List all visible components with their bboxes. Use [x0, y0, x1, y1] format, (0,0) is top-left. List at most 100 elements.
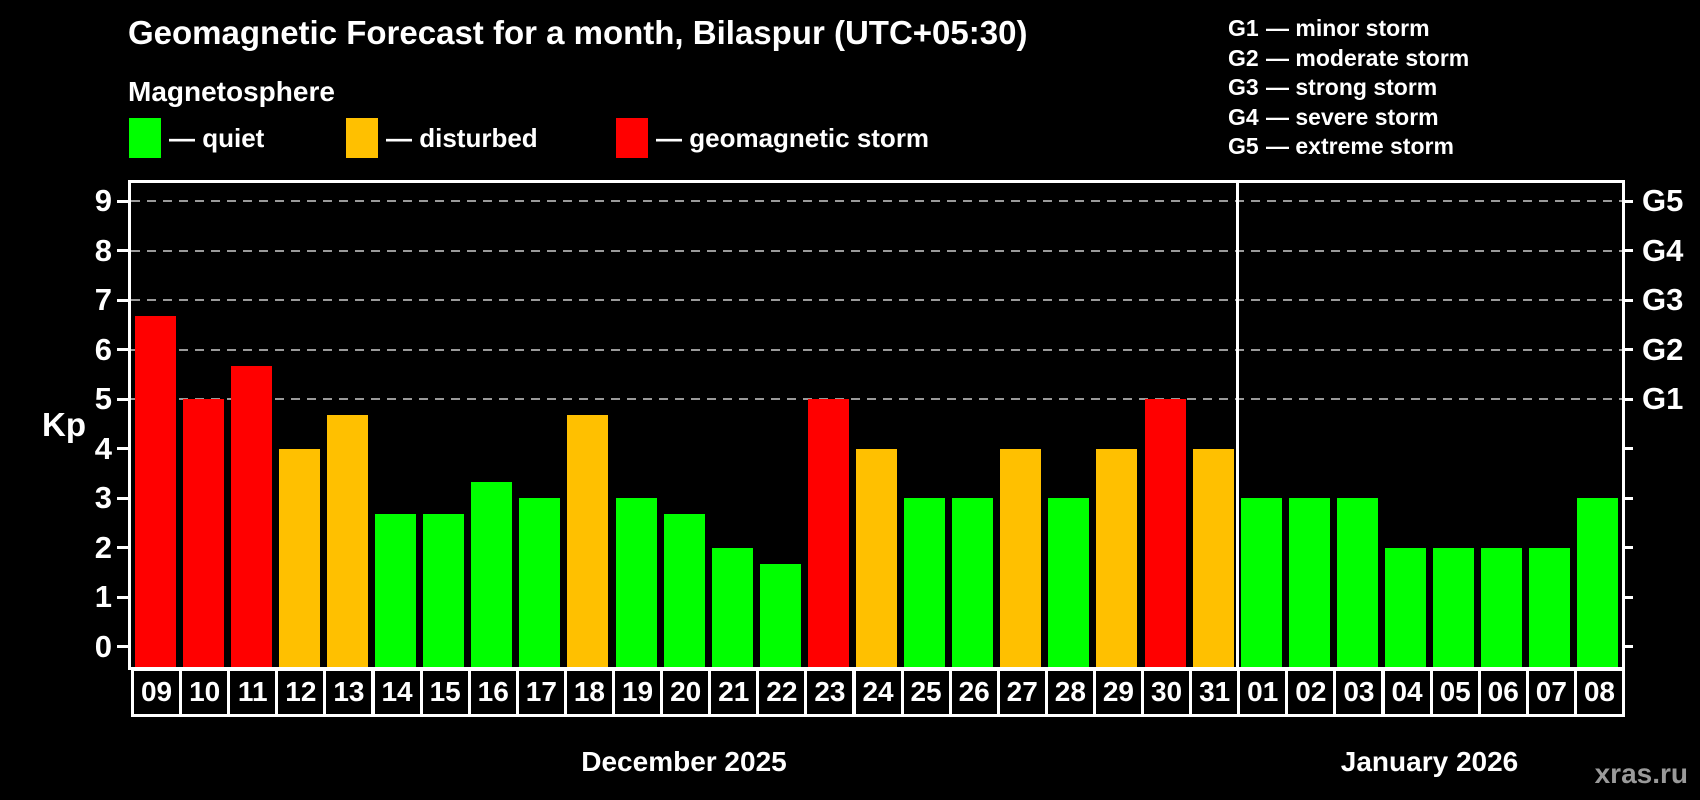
kp-bar: [1433, 547, 1475, 667]
kp-bar: [1336, 498, 1378, 667]
right-axis-label-g4: G4: [1642, 232, 1684, 268]
y-tick-left-9: [117, 199, 128, 203]
kp-bar: [567, 415, 609, 667]
kp-bar: [663, 514, 705, 667]
y-tick-left-4: [117, 447, 128, 450]
y-tick-left-5: [117, 397, 128, 401]
kp-bar: [1577, 498, 1619, 667]
kp-bar: [471, 481, 513, 667]
kp-bar: [807, 399, 849, 667]
storm-scale-row-g3: G3 — strong storm: [1228, 73, 1469, 103]
kp-bar: [952, 498, 994, 667]
storm-scale-label: — moderate storm: [1266, 44, 1470, 71]
day-cell: 15: [419, 668, 471, 717]
month-label-december: December 2025: [581, 746, 787, 777]
day-cell: 23: [804, 668, 856, 717]
kp-bar: [1481, 547, 1523, 667]
storm-scale-code: G5: [1228, 133, 1259, 159]
gridline-kp5: [131, 398, 1622, 400]
kp-bar: [423, 514, 465, 667]
storm-scale-code: G4: [1228, 103, 1259, 130]
day-cell: 01: [1237, 668, 1289, 717]
day-cell: 24: [852, 668, 904, 717]
kp-bar: [759, 563, 801, 667]
kp-bar: [519, 498, 561, 667]
kp-bar: [278, 448, 320, 667]
kp-bar: [711, 547, 753, 667]
month-label-january: January 2026: [1340, 746, 1519, 777]
day-cell: 21: [708, 668, 760, 717]
day-cell: 05: [1429, 668, 1481, 717]
storm-scale-label: — strong storm: [1266, 74, 1438, 100]
kp-bar: [615, 498, 657, 667]
y-tick-left-3: [117, 496, 128, 500]
y-tick-label-3: 3: [94, 480, 112, 515]
day-cell: 13: [323, 668, 375, 717]
kp-bar: [182, 399, 224, 667]
y-tick-left-2: [117, 546, 128, 549]
kp-bar: [1529, 547, 1571, 667]
right-axis-label-g1: G1: [1642, 381, 1684, 416]
kp-bar: [375, 514, 417, 667]
storm-scale-code: G3: [1228, 74, 1259, 100]
kp-bar: [1096, 448, 1138, 667]
storm-scale-code: G2: [1228, 44, 1259, 71]
storm-scale-code: G1: [1228, 15, 1259, 41]
day-cell: 27: [996, 668, 1048, 717]
day-cell: 20: [660, 668, 712, 717]
kp-bar: [1240, 498, 1282, 667]
y-tick-left-7: [117, 298, 128, 302]
y-tick-left-1: [117, 595, 128, 599]
y-tick-label-6: 6: [94, 331, 112, 367]
chart-subtitle: Magnetosphere: [128, 76, 335, 107]
y-tick-left-6: [117, 348, 128, 351]
y-tick-label-0: 0: [94, 628, 112, 664]
storm-color-swatch: [616, 118, 648, 158]
storm-scale-label: — minor storm: [1266, 15, 1430, 41]
kp-bar: [904, 498, 946, 667]
gridline-kp7: [131, 299, 1622, 301]
legend-item-storm: — geomagnetic storm: [616, 118, 929, 158]
legend-item-quiet: — quiet: [129, 118, 264, 158]
y-tick-left-8: [117, 249, 128, 252]
y-tick-left-0: [117, 645, 128, 648]
right-axis-label-g5: G5: [1642, 183, 1684, 218]
day-cell: 10: [179, 668, 231, 717]
day-cell: 02: [1285, 668, 1337, 717]
day-cell: 28: [1044, 668, 1096, 717]
day-cell: 08: [1573, 668, 1625, 717]
day-cell: 07: [1525, 668, 1577, 717]
right-axis-label-g3: G3: [1642, 282, 1684, 317]
y-tick-label-1: 1: [94, 579, 112, 614]
legend-label-storm: — geomagnetic storm: [656, 122, 930, 153]
gridline-kp9: [131, 200, 1622, 202]
y-tick-label-7: 7: [94, 282, 112, 317]
day-cell: 06: [1477, 668, 1529, 717]
y-tick-label-9: 9: [94, 183, 112, 218]
day-cell: 16: [467, 668, 519, 717]
kp-bar: [1385, 547, 1427, 667]
kp-bar: [856, 448, 898, 667]
kp-bar: [230, 365, 272, 667]
day-cell: 26: [948, 668, 1000, 717]
storm-scale-row-g2: G2 — moderate storm: [1228, 44, 1469, 74]
day-cell: 25: [900, 668, 952, 717]
gridline-kp8: [131, 249, 1622, 252]
day-cell: 18: [563, 668, 615, 717]
y-axis-title: Kp: [42, 406, 86, 443]
quiet-color-swatch: [129, 118, 161, 158]
day-cell: 03: [1333, 668, 1385, 717]
day-cell: 09: [131, 668, 183, 717]
watermark: xras.ru: [1594, 758, 1688, 789]
legend-item-disturbed: — disturbed: [346, 118, 538, 158]
day-cell: 31: [1189, 668, 1241, 717]
chart-title: Geomagnetic Forecast for a month, Bilasp…: [128, 14, 1028, 51]
day-cell: 14: [371, 668, 423, 717]
kp-bar: [1288, 498, 1330, 667]
plot-area: [131, 183, 1622, 667]
legend-label-quiet: — quiet: [169, 122, 265, 153]
kp-bar: [134, 316, 176, 667]
legend-label-disturbed: — disturbed: [386, 122, 538, 153]
day-cell: 30: [1141, 668, 1193, 717]
kp-bar: [1144, 399, 1186, 667]
